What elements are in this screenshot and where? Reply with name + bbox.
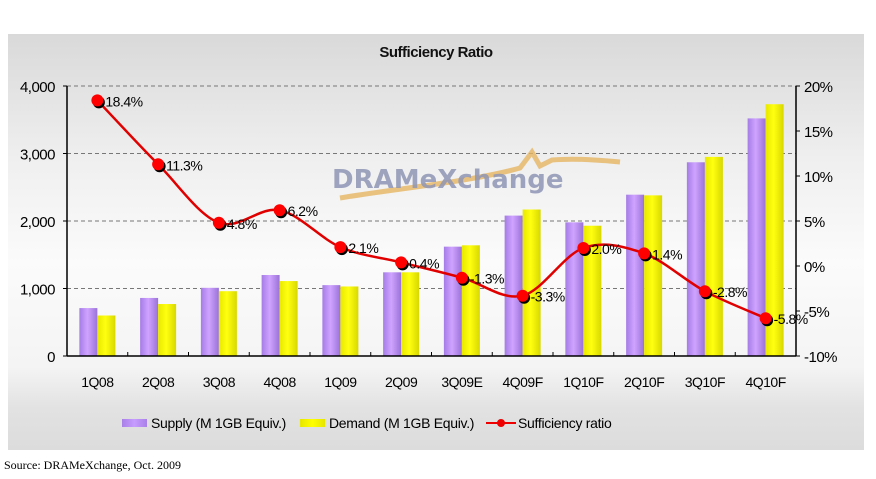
supply-bar bbox=[200, 287, 219, 356]
demand-bar bbox=[461, 245, 480, 356]
supply-bar bbox=[565, 222, 584, 356]
supply-bar bbox=[443, 246, 462, 356]
supply-swatch-icon bbox=[122, 419, 147, 427]
sufficiency-marker bbox=[91, 94, 104, 107]
watermark-text: DRAMeXchange bbox=[332, 165, 564, 195]
left-tick-label: 4,000 bbox=[20, 79, 55, 96]
supply-bar bbox=[383, 272, 402, 356]
demand-bar bbox=[218, 291, 237, 356]
data-label: 2.0% bbox=[591, 241, 621, 257]
supply-bar bbox=[322, 285, 341, 356]
demand-bar bbox=[644, 195, 663, 356]
data-label: 6.2% bbox=[288, 203, 318, 219]
left-tick-label: 1,000 bbox=[20, 282, 55, 299]
x-tick-label: 3Q08 bbox=[203, 374, 236, 390]
left-tick-label: 2,000 bbox=[20, 214, 55, 231]
gridlines bbox=[67, 85, 796, 289]
data-label: 1.4% bbox=[652, 246, 682, 262]
supply-bar bbox=[626, 194, 645, 356]
demand-bar bbox=[522, 209, 541, 356]
sufficiency-marker bbox=[395, 256, 408, 269]
demand-bar bbox=[340, 286, 359, 356]
right-tick-label: 5% bbox=[804, 214, 825, 231]
x-tick-label: 3Q09E bbox=[441, 374, 482, 390]
source-note: Source: DRAMeXchange, Oct. 2009 bbox=[4, 458, 181, 472]
demand-bar bbox=[279, 281, 298, 356]
x-tick-label: 2Q10F bbox=[624, 374, 664, 390]
data-label: 18.4% bbox=[105, 93, 142, 109]
right-tick-label: 0% bbox=[804, 259, 825, 276]
x-tick-label: 4Q10F bbox=[745, 374, 785, 390]
right-tick-label: 15% bbox=[804, 124, 833, 141]
data-label: -3.3% bbox=[531, 289, 565, 305]
right-tick-label: 20% bbox=[804, 79, 833, 96]
legend-label-demand: Demand (M 1GB Equiv.) bbox=[329, 415, 475, 431]
supply-bar bbox=[140, 297, 159, 356]
supply-bar bbox=[747, 118, 766, 357]
supply-bar bbox=[504, 215, 523, 356]
watermark: DRAMeXchange bbox=[332, 147, 621, 201]
line-marker-icon bbox=[486, 419, 516, 427]
sufficiency-marker bbox=[759, 312, 772, 325]
legend-item-demand: Demand (M 1GB Equiv.) bbox=[300, 412, 474, 434]
right-tick-label: -10% bbox=[804, 349, 837, 366]
data-label: -2.8% bbox=[713, 284, 747, 300]
sufficiency-marker bbox=[212, 216, 225, 229]
demand-bar bbox=[401, 272, 420, 356]
x-tick-label: 2Q09 bbox=[385, 374, 418, 390]
x-tick-label: 1Q08 bbox=[81, 374, 114, 390]
demand-bar bbox=[158, 304, 177, 356]
sufficiency-marker bbox=[152, 158, 165, 171]
data-label: 0.4% bbox=[409, 255, 439, 271]
x-tick-label: 4Q08 bbox=[264, 374, 297, 390]
left-tick-label: 0 bbox=[47, 349, 55, 366]
supply-bar bbox=[686, 162, 705, 356]
sufficiency-marker bbox=[577, 242, 590, 254]
data-label: -1.3% bbox=[470, 271, 504, 287]
demand-bar bbox=[704, 156, 723, 356]
sufficiency-marker bbox=[455, 271, 468, 284]
demand-swatch-icon bbox=[300, 419, 325, 427]
supply-bar bbox=[79, 308, 98, 356]
demand-bar bbox=[765, 104, 784, 356]
sufficiency-marker bbox=[516, 289, 529, 302]
sufficiency-marker bbox=[273, 204, 286, 217]
legend-item-sufficiency: Sufficiency ratio bbox=[486, 412, 612, 434]
data-label: 4.8% bbox=[227, 216, 257, 232]
x-tick-label: 1Q10F bbox=[563, 374, 603, 390]
right-tick-label: 10% bbox=[804, 169, 833, 186]
x-tick-label: 2Q08 bbox=[142, 374, 175, 390]
legend-label-sufficiency: Sufficiency ratio bbox=[518, 415, 612, 431]
x-tick-label: 3Q10F bbox=[685, 374, 725, 390]
data-label: -5.8% bbox=[774, 311, 808, 327]
demand-bar bbox=[97, 315, 116, 356]
left-tick-label: 3,000 bbox=[20, 147, 55, 164]
data-label: 11.3% bbox=[166, 157, 202, 173]
data-label: 2.1% bbox=[348, 240, 378, 256]
demand-bar bbox=[583, 225, 602, 356]
right-tick-label: -5% bbox=[804, 304, 829, 321]
legend-item-supply: Supply (M 1GB Equiv.) bbox=[122, 412, 286, 434]
supply-bar bbox=[261, 275, 280, 356]
x-tick-label: 4Q09F bbox=[502, 374, 542, 390]
sufficiency-marker bbox=[698, 285, 711, 298]
sufficiency-marker bbox=[638, 247, 651, 260]
sufficiency-line bbox=[96, 99, 767, 320]
x-tick-label: 1Q09 bbox=[324, 374, 357, 390]
chart-title: Sufficiency Ratio bbox=[379, 44, 493, 61]
sufficiency-marker bbox=[334, 241, 347, 254]
legend-label-supply: Supply (M 1GB Equiv.) bbox=[151, 415, 287, 431]
